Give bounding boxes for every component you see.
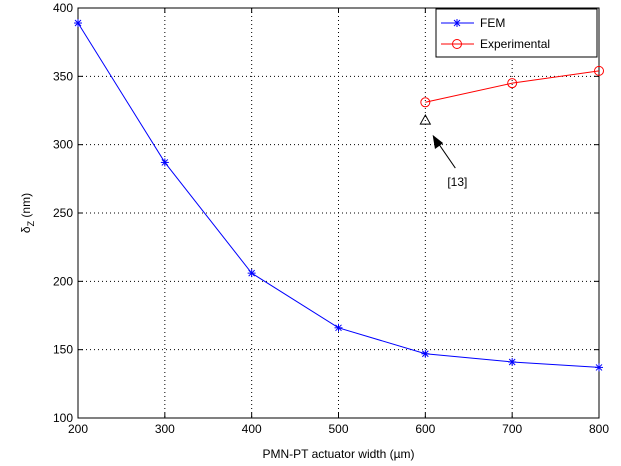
marker-stroke [248,269,256,277]
legend-marker [452,39,462,49]
x-tick-label: 500 [328,422,348,436]
marker-stroke [421,350,429,358]
y-tick-label: 350 [53,69,73,83]
series-line [425,70,600,103]
legend-label: Experimental [480,37,550,51]
data-point [507,78,518,89]
legend-marker [453,19,461,27]
data-point [334,323,343,332]
legend: FEM Experimental [435,8,598,58]
data-point [420,97,431,108]
data-point [421,349,430,358]
x-tick-label: 300 [155,422,175,436]
x-tick-label: 400 [242,422,262,436]
legend-item-experimental: Experimental [441,37,550,51]
y-tick-label: 250 [53,206,73,220]
annotation-label: [13] [447,175,467,189]
data-point [160,158,169,167]
x-tick-label: 600 [415,422,435,436]
marker-stroke [595,364,603,371]
y-axis-label-symbol: δ [19,226,33,233]
y-tick-label: 150 [53,343,73,357]
legend-box [435,8,598,58]
x-tick-label: 800 [589,422,609,436]
annotation-triangle-marker [419,114,432,125]
data-point [247,269,256,278]
marker-stroke [453,19,461,27]
series-experimental [420,65,604,108]
x-tick-label: 700 [502,422,522,436]
data-point [594,65,604,76]
marker-stroke [74,19,82,27]
y-tick-label: 400 [53,1,73,15]
marker-stroke [508,358,516,366]
y-tick-label: 300 [53,138,73,152]
y-tick-label: 200 [53,274,73,288]
y-tick-label: 100 [53,411,73,425]
marker-stroke [335,324,342,332]
x-tick-label: 200 [68,422,88,436]
x-axis-label: PMN-PT actuator width (µm) [262,447,414,461]
axes: 200 300 400 500 600 700 800 100 150 200 250 300 350 4… [53,1,609,436]
annotation-arrow-head [432,134,444,149]
data-point [74,19,82,28]
legend-item-fem: FEM [441,16,505,30]
grid [78,8,599,418]
y-axis-label-unit: (nm) [19,193,33,221]
legend-label: FEM [480,16,505,30]
series-layer [74,19,604,372]
marker-stroke [161,159,169,166]
data-point [595,363,603,372]
y-axis-label: δZ (nm) [19,193,36,233]
data-point [508,357,517,366]
y-axis-label-subscript: Z [26,220,36,226]
annotation-layer: [13] [419,114,467,189]
series-fem [74,19,603,372]
